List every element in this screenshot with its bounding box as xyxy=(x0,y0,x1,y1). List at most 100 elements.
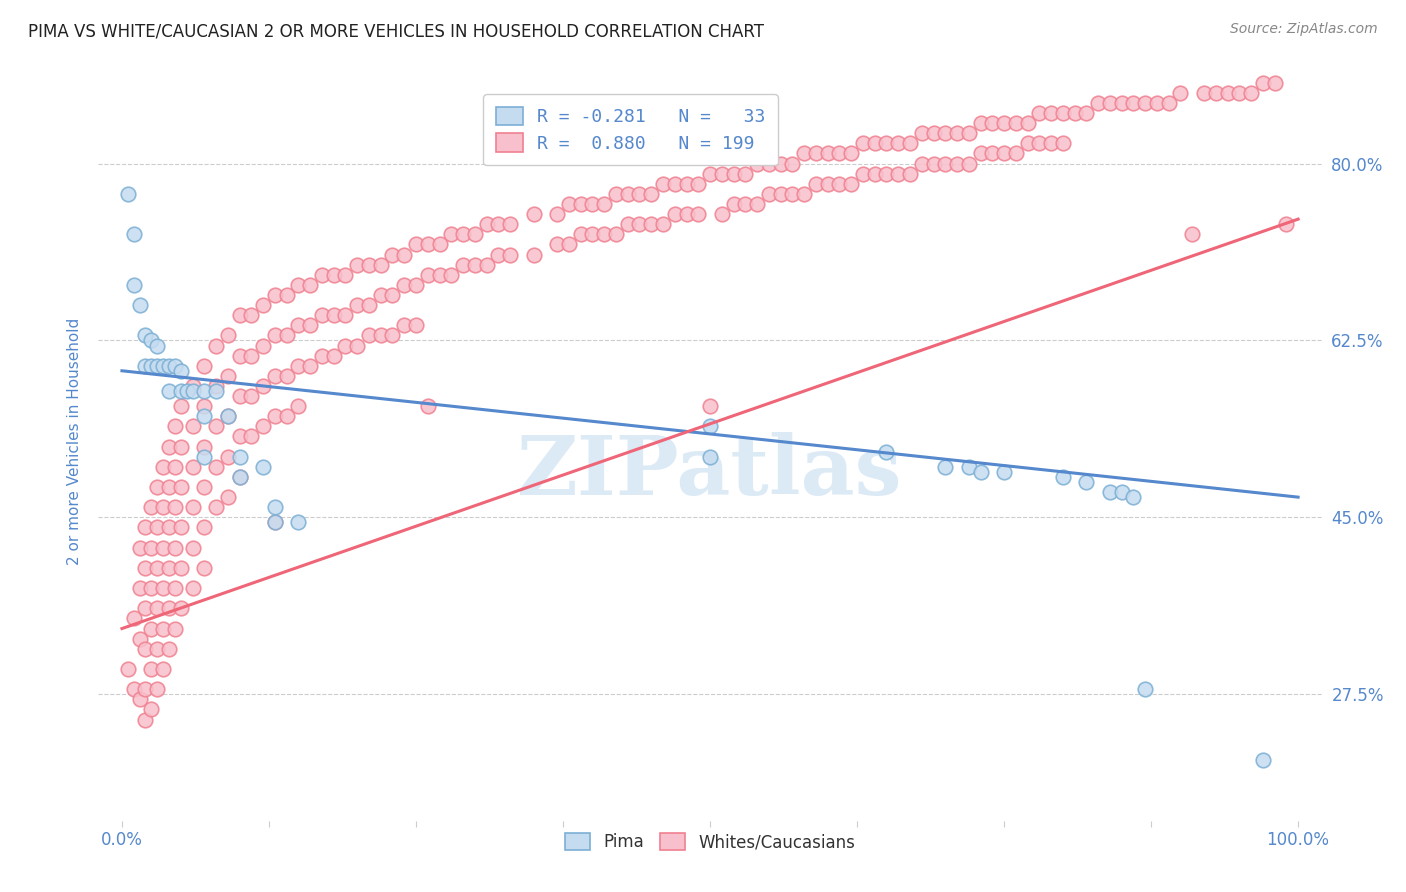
Point xyxy=(163,459,186,474)
Point xyxy=(157,601,180,615)
Point xyxy=(1111,485,1133,500)
Point xyxy=(523,207,546,221)
Point xyxy=(1170,86,1192,100)
Point xyxy=(758,156,780,170)
Point xyxy=(128,692,150,706)
Point xyxy=(217,328,239,343)
Point xyxy=(370,328,392,343)
Point xyxy=(946,126,969,140)
Point xyxy=(934,126,956,140)
Point xyxy=(1028,136,1050,151)
Point xyxy=(263,368,285,383)
Point xyxy=(193,480,215,494)
Point xyxy=(146,520,169,534)
Point xyxy=(134,561,156,575)
Point xyxy=(793,186,815,201)
Point xyxy=(152,359,174,373)
Point xyxy=(828,146,851,161)
Point xyxy=(181,459,204,474)
Point xyxy=(163,622,186,636)
Point xyxy=(699,419,721,434)
Point xyxy=(205,419,228,434)
Point xyxy=(228,308,250,322)
Point xyxy=(157,641,180,656)
Point xyxy=(128,632,150,646)
Point xyxy=(464,227,486,242)
Point xyxy=(675,207,697,221)
Point xyxy=(181,541,204,555)
Point xyxy=(193,384,215,398)
Point xyxy=(1157,95,1180,110)
Point xyxy=(157,561,180,575)
Point xyxy=(546,207,568,221)
Point xyxy=(723,167,745,181)
Point xyxy=(499,247,522,261)
Point xyxy=(163,581,186,595)
Point xyxy=(299,359,322,373)
Point xyxy=(163,419,186,434)
Point xyxy=(181,379,204,393)
Point xyxy=(1240,86,1263,100)
Point xyxy=(193,399,215,413)
Point xyxy=(416,268,439,282)
Point xyxy=(163,541,186,555)
Point xyxy=(558,197,581,211)
Point xyxy=(440,227,463,242)
Point xyxy=(1227,86,1250,100)
Point xyxy=(276,368,298,383)
Point xyxy=(157,359,180,373)
Point xyxy=(217,409,239,424)
Point xyxy=(605,186,627,201)
Point xyxy=(392,277,415,292)
Point xyxy=(1087,95,1109,110)
Point xyxy=(499,217,522,231)
Point xyxy=(640,217,662,231)
Point xyxy=(911,126,934,140)
Point xyxy=(922,156,945,170)
Point xyxy=(664,207,686,221)
Point xyxy=(181,419,204,434)
Point xyxy=(429,268,451,282)
Point xyxy=(699,399,721,413)
Point xyxy=(240,349,263,363)
Point xyxy=(170,364,193,378)
Point xyxy=(993,116,1015,130)
Point xyxy=(581,227,603,242)
Point xyxy=(157,520,180,534)
Point xyxy=(134,328,156,343)
Point xyxy=(875,167,897,181)
Point xyxy=(1275,217,1298,231)
Point xyxy=(122,611,145,625)
Point xyxy=(1146,95,1168,110)
Text: Source: ZipAtlas.com: Source: ZipAtlas.com xyxy=(1230,22,1378,37)
Point xyxy=(993,465,1015,479)
Point xyxy=(134,713,156,727)
Point xyxy=(170,561,193,575)
Point xyxy=(146,561,169,575)
Point xyxy=(593,227,616,242)
Point xyxy=(357,328,380,343)
Point xyxy=(381,247,404,261)
Point xyxy=(228,450,250,464)
Point xyxy=(193,440,215,454)
Point xyxy=(152,662,174,676)
Point xyxy=(628,217,651,231)
Point xyxy=(934,156,956,170)
Point xyxy=(240,308,263,322)
Point xyxy=(863,136,886,151)
Legend: Pima, Whites/Caucasians: Pima, Whites/Caucasians xyxy=(558,826,862,858)
Point xyxy=(346,338,368,352)
Point xyxy=(546,237,568,252)
Point xyxy=(228,389,250,403)
Point xyxy=(1111,95,1133,110)
Point xyxy=(335,308,357,322)
Point xyxy=(804,146,827,161)
Point xyxy=(793,146,815,161)
Point xyxy=(157,384,180,398)
Point xyxy=(146,359,169,373)
Point xyxy=(163,359,186,373)
Point xyxy=(117,662,139,676)
Point xyxy=(911,156,934,170)
Point xyxy=(335,268,357,282)
Point xyxy=(152,581,174,595)
